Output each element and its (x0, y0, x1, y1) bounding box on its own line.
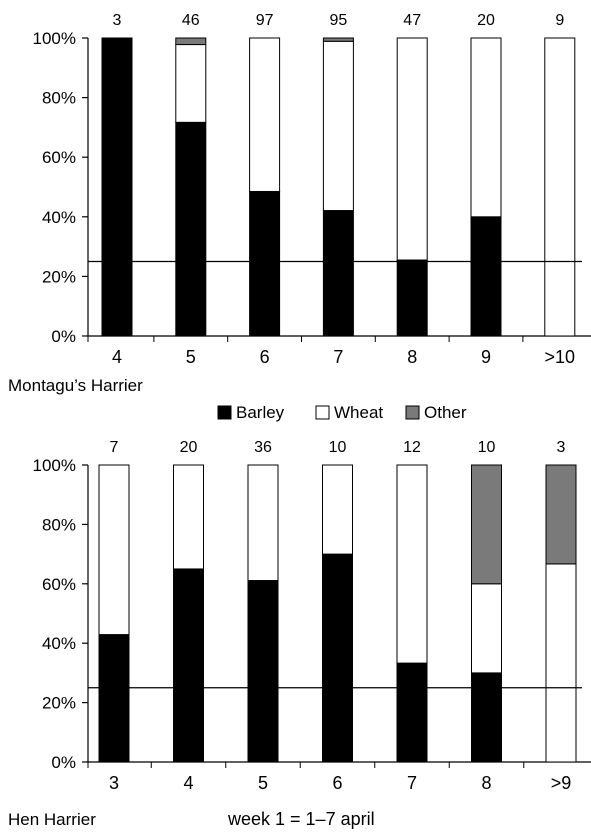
bar-segment-other (545, 464, 577, 565)
x-tick-label: 8 (407, 347, 417, 367)
bar-segment-wheat (249, 37, 281, 192)
sample-size-label: 7 (110, 439, 119, 456)
montagus-harrier-chart: 0% 20% 40% 60% 80% 100% 4 3 5 46 6 97 7 95 8 47 9 20 >10 9 (33, 12, 591, 367)
y-tick-label: 20% (42, 694, 76, 713)
y-tick-label: 20% (42, 267, 76, 286)
sample-size-label: 95 (330, 12, 348, 29)
x-tick-label: 4 (183, 773, 193, 793)
y-tick-label: 80% (42, 515, 76, 534)
sample-size-label: 20 (477, 12, 495, 29)
bar-segment-barley (470, 216, 502, 337)
x-tick-label: 7 (333, 347, 343, 367)
bar-segment-barley (322, 210, 354, 337)
sample-size-label: 46 (182, 12, 200, 29)
bar-segment-barley (249, 190, 281, 337)
legend-swatch-barley (217, 405, 232, 420)
x-tick-label: 9 (481, 347, 491, 367)
x-tick-label: 5 (258, 773, 268, 793)
bar-segment-barley (247, 580, 279, 763)
legend-swatch-other (405, 405, 420, 420)
legend-label-wheat: Wheat (334, 403, 383, 422)
bar-segment-other (322, 37, 354, 42)
bar-segment-wheat (396, 37, 428, 261)
sample-size-label: 10 (478, 439, 496, 456)
sample-size-label: 3 (557, 439, 566, 456)
legend-label-barley: Barley (236, 403, 285, 422)
panel-label-hen: Hen Harrier (8, 810, 96, 829)
y-tick-label: 40% (42, 208, 76, 227)
sample-size-label: 10 (329, 439, 347, 456)
x-tick-label: 8 (481, 773, 491, 793)
y-tick-label: 60% (42, 148, 76, 167)
x-tick-label: >10 (545, 347, 576, 367)
x-tick-label: 5 (186, 347, 196, 367)
bar-segment-barley (173, 568, 204, 763)
bar-segment-wheat (247, 464, 279, 582)
x-tick-label: 4 (112, 347, 122, 367)
bar-segment-barley (101, 37, 133, 337)
sample-size-label: 20 (180, 439, 198, 456)
bar-segment-wheat (545, 563, 577, 763)
bar-segment-wheat (322, 464, 353, 555)
y-tick-label: 80% (42, 89, 76, 108)
sample-size-label: 9 (555, 12, 564, 29)
hen-harrier-chart: 0% 20% 40% 60% 80% 100% 3 7 4 20 5 36 6 10 7 12 8 10 >9 3 (33, 439, 591, 793)
bar-segment-wheat (544, 37, 576, 337)
y-tick-label: 100% (33, 29, 76, 48)
bar-segment-barley (396, 662, 428, 763)
bar-segment-barley (98, 634, 130, 763)
sample-size-label: 97 (256, 12, 274, 29)
x-tick-label: 6 (260, 347, 270, 367)
legend-label-other: Other (424, 403, 467, 422)
legend: Barley Wheat Other (217, 403, 467, 422)
bar-segment-other (175, 37, 207, 46)
bar-segment-wheat (175, 44, 207, 123)
bar-segment-barley (471, 672, 502, 763)
panel-label-montagus: Montagu’s Harrier (8, 376, 143, 395)
y-tick-label: 60% (42, 575, 76, 594)
y-tick-label: 0% (51, 753, 76, 772)
sample-size-label: 12 (403, 439, 421, 456)
bar-segment-barley (396, 259, 428, 337)
bar-segment-wheat (396, 464, 428, 664)
x-tick-label: 3 (109, 773, 119, 793)
bar-segment-barley (322, 553, 353, 763)
bar-segment-wheat (98, 464, 130, 636)
bar-segment-barley (175, 121, 207, 337)
bar-segment-wheat (173, 464, 204, 570)
sample-size-label: 47 (403, 12, 421, 29)
footer-note: week 1 = 1–7 april (227, 809, 375, 829)
x-tick-label: >9 (551, 773, 572, 793)
x-tick-label: 6 (332, 773, 342, 793)
y-tick-label: 100% (33, 456, 76, 475)
bar-segment-other (471, 464, 502, 585)
legend-swatch-wheat (315, 405, 330, 420)
bar-segment-wheat (470, 37, 502, 218)
y-tick-label: 0% (51, 327, 76, 346)
y-tick-label: 40% (42, 634, 76, 653)
bar-segment-wheat (322, 40, 354, 212)
x-tick-label: 7 (407, 773, 417, 793)
sample-size-label: 36 (254, 439, 272, 456)
sample-size-label: 3 (113, 12, 122, 29)
bar-segment-wheat (471, 583, 502, 674)
